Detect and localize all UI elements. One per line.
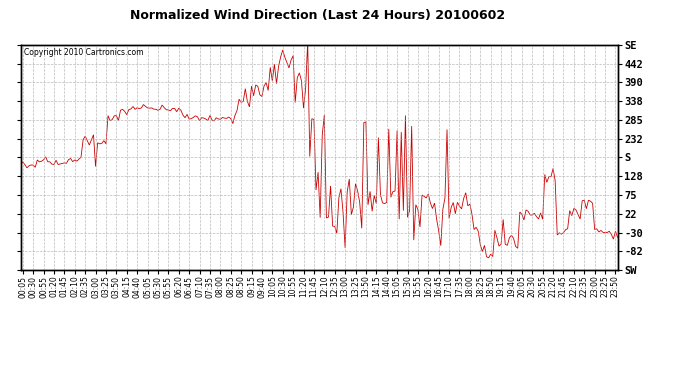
Text: Copyright 2010 Cartronics.com: Copyright 2010 Cartronics.com: [23, 48, 144, 57]
Text: Normalized Wind Direction (Last 24 Hours) 20100602: Normalized Wind Direction (Last 24 Hours…: [130, 9, 505, 22]
